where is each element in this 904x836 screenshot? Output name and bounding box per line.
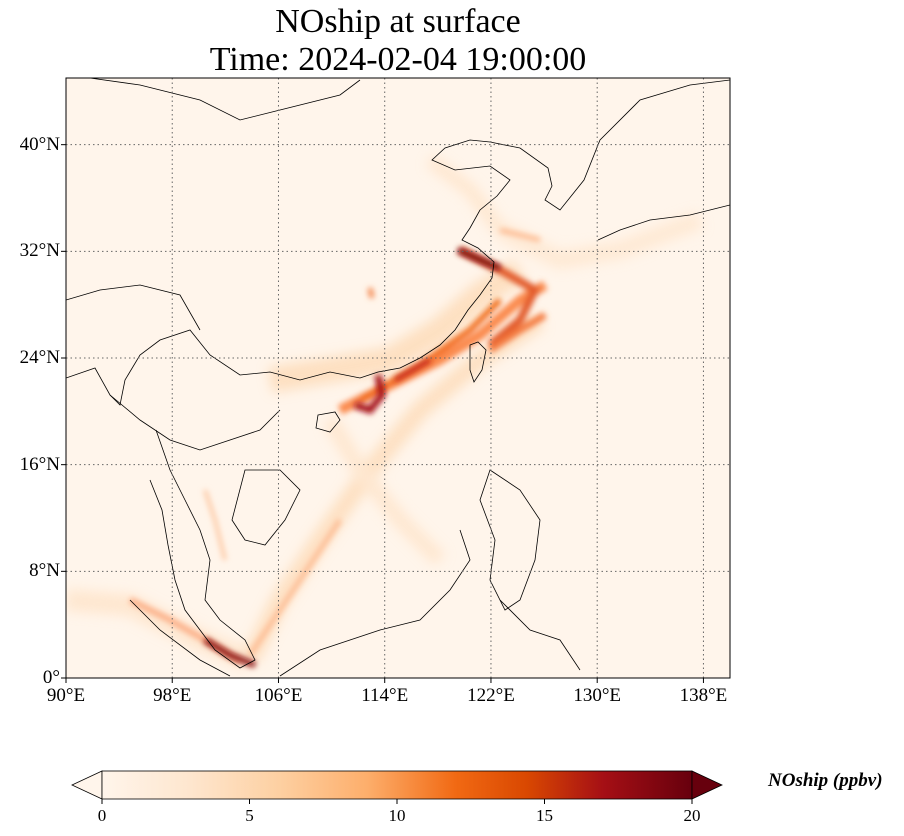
lon-tick-label: 114°E bbox=[361, 685, 409, 706]
lon-tick-label: 98°E bbox=[153, 685, 192, 706]
colorbar-tick-label: 5 bbox=[245, 806, 254, 825]
lat-tick-label: 40°N bbox=[19, 133, 60, 155]
colorbar-tick-label: 20 bbox=[683, 806, 701, 825]
colorbar-label: NOship (ppbv) bbox=[768, 770, 883, 791]
map-title-line2: Time: 2024-02-04 19:00:00 bbox=[209, 41, 587, 78]
lon-tick-label: 106°E bbox=[254, 685, 303, 706]
colorbar-tick-marks bbox=[101, 799, 693, 804]
lon-tick-label: 138°E bbox=[679, 685, 728, 706]
colorbar-gradient bbox=[101, 770, 693, 800]
lat-tick-label: 8°N bbox=[29, 560, 60, 582]
colorbar-tick-label: 0 bbox=[97, 806, 107, 825]
colorbar-tick-label: 15 bbox=[536, 806, 553, 825]
coastlines bbox=[66, 78, 730, 677]
map-frame bbox=[65, 77, 731, 679]
map-title-line1: NOship at surface bbox=[275, 3, 521, 40]
lat-tick-label: 32°N bbox=[19, 240, 60, 262]
lon-tick-label: 122°E bbox=[467, 685, 515, 706]
lat-tick-label: 0° bbox=[42, 667, 60, 688]
lat-tick-label: 24°N bbox=[19, 347, 60, 368]
colorbar-extend-max bbox=[691, 770, 723, 800]
colorbar-extend-min bbox=[71, 770, 103, 800]
axis-tick-marks bbox=[61, 144, 704, 683]
colorbar-tick-label: 10 bbox=[388, 806, 406, 825]
lon-tick-label: 130°E bbox=[573, 685, 622, 706]
lat-tick-label: 16°N bbox=[19, 453, 60, 475]
concentration-field bbox=[66, 154, 704, 671]
gridlines bbox=[66, 78, 730, 678]
lon-tick-label: 90°E bbox=[46, 685, 86, 706]
